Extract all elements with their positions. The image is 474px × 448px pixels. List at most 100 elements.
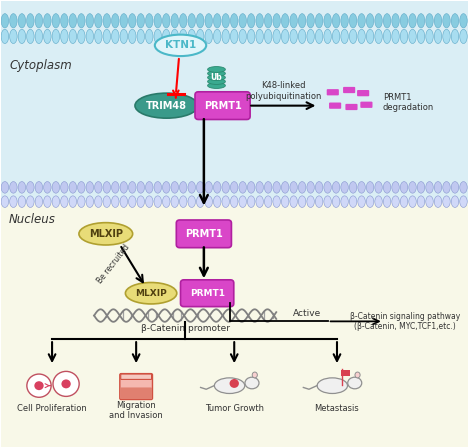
Ellipse shape xyxy=(18,196,26,207)
Ellipse shape xyxy=(290,196,297,207)
Text: PRMT1
degradation: PRMT1 degradation xyxy=(383,93,434,112)
Ellipse shape xyxy=(95,29,102,43)
Ellipse shape xyxy=(282,29,289,43)
Ellipse shape xyxy=(146,196,153,207)
Ellipse shape xyxy=(392,181,399,193)
Text: Be recruited: Be recruited xyxy=(96,243,132,285)
Ellipse shape xyxy=(290,181,297,193)
Ellipse shape xyxy=(426,196,433,207)
Text: β-Catenin signaling pathway
(β-Catenin, MYC,TCF1,etc.): β-Catenin signaling pathway (β-Catenin, … xyxy=(350,312,460,331)
Text: Ub: Ub xyxy=(210,73,222,82)
Ellipse shape xyxy=(188,13,195,28)
Ellipse shape xyxy=(239,13,246,28)
Ellipse shape xyxy=(111,181,119,193)
Ellipse shape xyxy=(154,29,162,43)
Ellipse shape xyxy=(52,196,60,207)
Ellipse shape xyxy=(27,181,34,193)
Ellipse shape xyxy=(155,34,206,56)
Ellipse shape xyxy=(180,196,187,207)
Ellipse shape xyxy=(86,181,93,193)
Ellipse shape xyxy=(61,196,68,207)
Ellipse shape xyxy=(324,196,331,207)
Ellipse shape xyxy=(86,29,93,43)
Ellipse shape xyxy=(103,13,110,28)
Ellipse shape xyxy=(426,181,433,193)
Ellipse shape xyxy=(79,223,133,245)
Ellipse shape xyxy=(375,29,383,43)
Ellipse shape xyxy=(137,13,145,28)
Ellipse shape xyxy=(358,13,365,28)
Ellipse shape xyxy=(86,13,93,28)
Ellipse shape xyxy=(205,181,212,193)
Ellipse shape xyxy=(61,13,68,28)
Text: TRIM48: TRIM48 xyxy=(146,101,187,111)
Ellipse shape xyxy=(120,29,128,43)
Ellipse shape xyxy=(324,13,331,28)
Ellipse shape xyxy=(349,13,357,28)
Ellipse shape xyxy=(1,196,9,207)
Ellipse shape xyxy=(358,29,365,43)
Ellipse shape xyxy=(208,82,225,88)
Ellipse shape xyxy=(205,196,212,207)
Ellipse shape xyxy=(103,181,110,193)
Ellipse shape xyxy=(197,196,204,207)
Ellipse shape xyxy=(128,181,136,193)
FancyBboxPatch shape xyxy=(327,89,339,95)
Ellipse shape xyxy=(135,93,198,118)
Circle shape xyxy=(62,379,71,388)
Ellipse shape xyxy=(230,181,238,193)
Ellipse shape xyxy=(348,377,362,389)
Ellipse shape xyxy=(239,196,246,207)
Ellipse shape xyxy=(171,13,179,28)
Ellipse shape xyxy=(213,29,221,43)
Ellipse shape xyxy=(188,181,195,193)
Text: β-Catenin promoter: β-Catenin promoter xyxy=(141,324,230,333)
Ellipse shape xyxy=(392,13,399,28)
Ellipse shape xyxy=(188,29,195,43)
Ellipse shape xyxy=(213,13,221,28)
Ellipse shape xyxy=(299,196,306,207)
Ellipse shape xyxy=(332,29,340,43)
Text: PRMT1: PRMT1 xyxy=(204,101,241,111)
Ellipse shape xyxy=(341,13,348,28)
Ellipse shape xyxy=(256,29,264,43)
Ellipse shape xyxy=(9,196,17,207)
Ellipse shape xyxy=(366,29,374,43)
Ellipse shape xyxy=(264,13,272,28)
Ellipse shape xyxy=(299,13,306,28)
Ellipse shape xyxy=(358,196,365,207)
Ellipse shape xyxy=(315,13,323,28)
Ellipse shape xyxy=(171,181,179,193)
Ellipse shape xyxy=(1,13,9,28)
Ellipse shape xyxy=(69,13,77,28)
Ellipse shape xyxy=(307,29,314,43)
Ellipse shape xyxy=(355,372,360,378)
Ellipse shape xyxy=(443,181,450,193)
Ellipse shape xyxy=(52,181,60,193)
Ellipse shape xyxy=(383,29,391,43)
Text: KTN1: KTN1 xyxy=(165,40,196,50)
Ellipse shape xyxy=(256,13,264,28)
FancyBboxPatch shape xyxy=(346,104,357,110)
Ellipse shape xyxy=(52,29,60,43)
Ellipse shape xyxy=(126,283,177,304)
Ellipse shape xyxy=(375,181,383,193)
Ellipse shape xyxy=(9,13,17,28)
Ellipse shape xyxy=(392,196,399,207)
Ellipse shape xyxy=(1,181,9,193)
Ellipse shape xyxy=(409,29,416,43)
Ellipse shape xyxy=(69,181,77,193)
Ellipse shape xyxy=(95,181,102,193)
Ellipse shape xyxy=(245,377,259,389)
Ellipse shape xyxy=(443,13,450,28)
Ellipse shape xyxy=(163,181,170,193)
Ellipse shape xyxy=(383,181,391,193)
Text: MLXIP: MLXIP xyxy=(89,229,123,239)
Ellipse shape xyxy=(273,181,281,193)
Ellipse shape xyxy=(366,196,374,207)
FancyBboxPatch shape xyxy=(176,220,231,248)
Ellipse shape xyxy=(78,29,85,43)
Ellipse shape xyxy=(27,196,34,207)
Ellipse shape xyxy=(247,29,255,43)
Ellipse shape xyxy=(451,13,459,28)
